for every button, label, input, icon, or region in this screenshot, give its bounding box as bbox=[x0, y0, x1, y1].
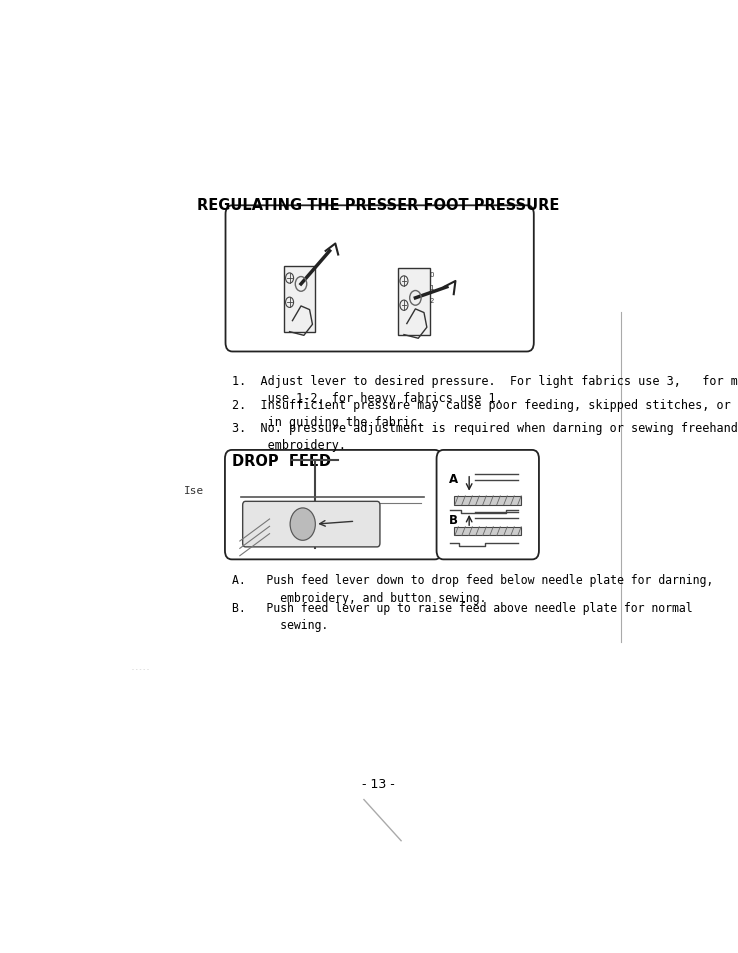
Text: - - - - -: - - - - - bbox=[132, 666, 149, 671]
Text: REGULATING THE PRESSER FOOT PRESSURE: REGULATING THE PRESSER FOOT PRESSURE bbox=[197, 198, 559, 213]
Text: Ise: Ise bbox=[184, 486, 204, 496]
Text: 3.  No. pressure adjustment is required when darning or sewing freehand
     emb: 3. No. pressure adjustment is required w… bbox=[232, 421, 738, 452]
Bar bbox=[454, 497, 521, 505]
Text: 0: 0 bbox=[430, 272, 434, 277]
Text: B: B bbox=[449, 514, 458, 526]
Text: DROP  FEED: DROP FEED bbox=[232, 454, 331, 468]
Text: A: A bbox=[449, 473, 458, 486]
Circle shape bbox=[290, 508, 315, 540]
Text: 1.  Adjust lever to desired pressure.  For light fabrics use 3,   for medium fab: 1. Adjust lever to desired pressure. For… bbox=[232, 375, 738, 405]
Text: 2.  Insufficient pressure may cause poor feeding, skipped stitches, or difficult: 2. Insufficient pressure may cause poor … bbox=[232, 398, 738, 429]
Text: 2: 2 bbox=[430, 297, 434, 304]
Bar bbox=[454, 527, 521, 536]
FancyBboxPatch shape bbox=[225, 451, 442, 559]
FancyBboxPatch shape bbox=[243, 502, 380, 547]
Text: B.   Push feed lever up to raise feed above needle plate for normal
       sewin: B. Push feed lever up to raise feed abov… bbox=[232, 601, 692, 631]
FancyBboxPatch shape bbox=[226, 206, 534, 352]
FancyBboxPatch shape bbox=[437, 451, 539, 559]
Text: A.   Push feed lever down to drop feed below needle plate for darning,
       em: A. Push feed lever down to drop feed bel… bbox=[232, 574, 713, 604]
Text: - 13 -: - 13 - bbox=[362, 777, 395, 790]
Text: 1: 1 bbox=[430, 285, 434, 291]
FancyBboxPatch shape bbox=[399, 269, 430, 335]
FancyBboxPatch shape bbox=[284, 266, 315, 333]
